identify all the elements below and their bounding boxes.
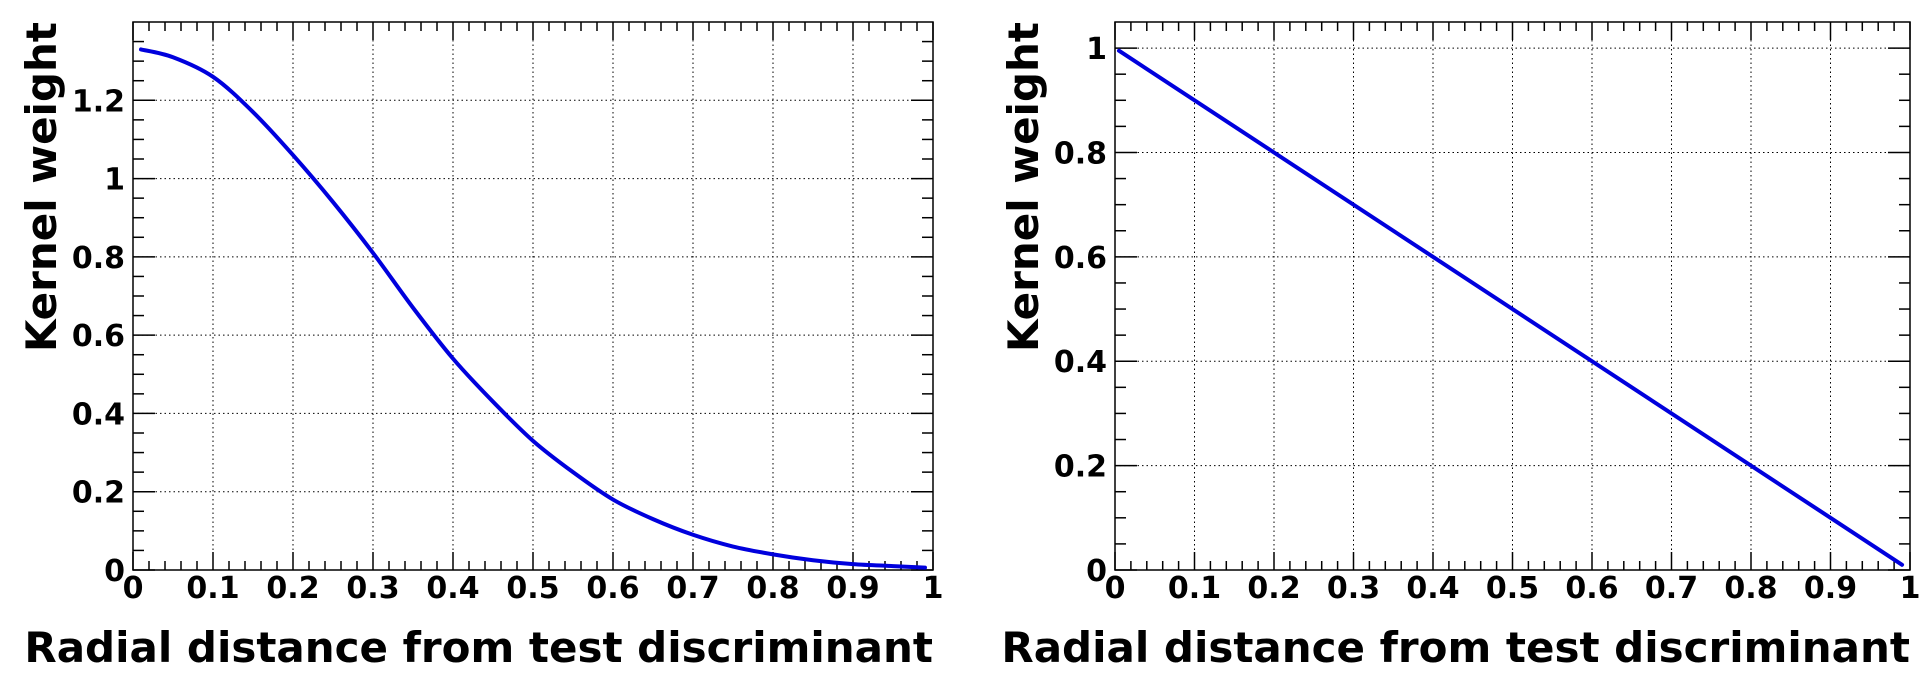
x-tick-label: 0.7 [1645,571,1698,606]
y-tick-label: 0.6 [72,319,125,354]
chart-linear-kernel: 0 0.1 0.2 0.3 0.4 0.5 0.6 0.7 0.8 0.9 1 0 0.2 0.4 0.6… [999,21,1921,672]
series-line-kernel-weight [1116,48,1905,567]
y-tick-label: 1 [1086,32,1107,67]
x-tick-label: 0 [1105,571,1126,606]
y-tick-label: 1.2 [72,84,125,119]
y-tick-label: 1 [104,163,125,198]
y-tick-label: 0.4 [1054,345,1107,380]
x-tick-label: 0.6 [586,571,639,606]
chart-gaussian-kernel: 0 0.1 0.2 0.3 0.4 0.5 0.6 0.7 0.8 0.9 1 0 0.2 0.4 0.6… [17,21,944,672]
x-tick-labels: 0 0.1 0.2 0.3 0.4 0.5 0.6 0.7 0.8 0.9 1 [123,571,944,606]
y-tick-label: 0.2 [1054,450,1107,485]
plot-frame [132,21,934,571]
x-tick-label: 0.4 [1406,571,1459,606]
x-tick-label: 0.8 [746,571,799,606]
y-axis-title: Kernel weight [999,22,1048,352]
x-tick-label: 0.2 [266,571,319,606]
x-axis-title: Radial distance from test discriminant [1001,623,1910,672]
x-tick-label: 1 [923,571,944,606]
y-tick-labels: 0 0.2 0.4 0.6 0.8 1 1.2 [72,84,125,589]
y-axis-title: Kernel weight [17,22,66,352]
x-tick-label: 0.5 [1486,571,1539,606]
x-tick-label: 0.1 [186,571,239,606]
y-tick-label: 0.2 [72,476,125,511]
x-tick-label: 0.6 [1565,571,1618,606]
minor-ticks [1115,22,1910,570]
x-tick-label: 0.4 [426,571,479,606]
series-line-kernel-weight [139,47,927,570]
x-tick-label: 0.2 [1247,571,1300,606]
x-tick-label: 0.8 [1724,571,1777,606]
y-tick-label: 0.8 [1054,136,1107,171]
x-tick-label: 0 [123,571,144,606]
x-tick-label: 0.9 [1804,571,1857,606]
y-tick-label: 0 [1086,554,1107,589]
x-tick-label: 1 [1900,571,1921,606]
x-tick-label: 0.3 [1327,571,1380,606]
x-tick-label: 0.9 [826,571,879,606]
y-tick-label: 0.4 [72,397,125,432]
y-tick-label: 0 [104,554,125,589]
y-tick-label: 0.6 [1054,241,1107,276]
x-axis-title: Radial distance from test discriminant [24,623,933,672]
x-tick-label: 0.1 [1168,571,1221,606]
y-tick-labels: 0 0.2 0.4 0.6 0.8 1 [1054,32,1107,589]
x-tick-label: 0.7 [666,571,719,606]
x-tick-label: 0.3 [346,571,399,606]
minor-ticks [133,22,933,570]
grid-lines [133,22,933,570]
plot-frame [1114,21,1911,571]
y-tick-label: 0.8 [72,241,125,276]
grid-lines [1115,22,1910,570]
x-tick-label: 0.5 [506,571,559,606]
x-tick-labels: 0 0.1 0.2 0.3 0.4 0.5 0.6 0.7 0.8 0.9 1 [1105,571,1921,606]
